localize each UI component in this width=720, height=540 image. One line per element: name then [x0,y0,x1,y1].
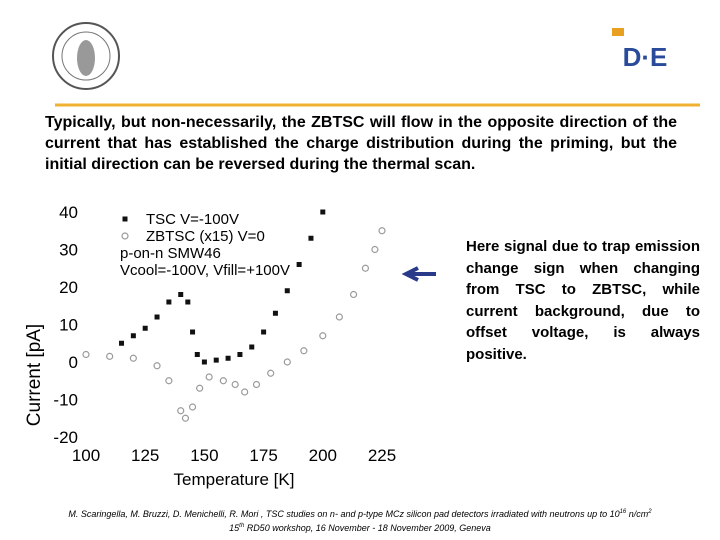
data-point [205,373,213,381]
x-tick-label: 200 [309,446,337,465]
data-point [142,325,148,331]
data-point [181,414,190,422]
legend-label: ZBTSC (x15) V=0 [146,228,265,245]
legend-label: TSC V=-100V [146,211,239,228]
data-point [371,245,379,254]
legend-marker [122,216,128,222]
data-point [300,347,308,355]
legend-note: p-on-n SMW46 [120,245,221,262]
x-tick-label: 175 [249,446,277,465]
data-point [308,235,314,241]
data-point [252,380,261,389]
data-point [196,384,204,392]
data-point [378,227,386,235]
footer-line: 15th RD50 workshop, 16 November - 18 Nov… [0,520,720,534]
data-point [166,299,172,305]
logo-text: D·E [623,42,668,72]
data-point [188,403,197,411]
data-point [190,329,196,335]
x-tick-label: 150 [190,446,218,465]
legend-note: Vcool=-100V, Vfill=+100V [120,262,290,279]
data-point [129,354,137,362]
footer-sup: th [239,523,245,529]
university-seal [52,22,120,90]
data-point [335,313,343,321]
data-point [249,344,255,350]
data-point [261,329,267,335]
data-point [119,340,125,346]
y-tick-label: -20 [53,428,78,447]
data-point [177,407,185,415]
footer-text: 15 [229,523,240,533]
data-point [106,352,114,360]
data-point [165,377,173,385]
data-point [130,333,136,339]
data-point [231,380,239,389]
logo-accent [612,28,624,36]
footer-text: n/cm [626,509,649,519]
y-tick-label: 0 [69,353,78,372]
y-tick-label: 20 [59,278,78,297]
data-point [213,357,219,363]
data-point [201,359,207,365]
data-point [272,310,278,316]
data-point [237,352,243,357]
y-tick-label: 10 [59,316,78,335]
data-point [219,377,227,385]
data-point [267,369,275,377]
x-axis-label: Temperature [K] [174,470,295,489]
data-point [82,350,90,359]
body-text: Typically, but non-necessarily, the ZBTS… [45,114,677,173]
data-point [194,352,200,357]
data-point [185,299,191,305]
y-axis-label: Current [pA] [24,324,45,426]
x-tick-label: 225 [368,446,396,465]
data-point [241,388,249,396]
data-point [349,290,358,299]
data-point [153,362,161,370]
data-point [225,355,231,361]
data-point [320,209,326,215]
x-tick-label: 100 [72,446,100,465]
footer-text: RD50 workshop, 16 November - 18 November… [244,523,491,533]
y-tick-label: 30 [59,241,78,260]
data-point [284,288,290,294]
data-point [178,292,184,297]
data-point [361,264,370,272]
data-point [154,314,160,320]
x-tick-label: 125 [131,446,159,465]
legend-marker [121,232,129,240]
y-tick-label: 40 [59,203,78,222]
plot: -20 -10 0 10 20 30 40 100 125 150 175 200 225 Tempera… [24,203,396,489]
footer: M. Scaringella, M. Bruzzi, D. Menichelli… [0,506,720,534]
footer-sup: 16 [619,509,627,515]
arrow [401,266,436,282]
y-tick-label: -10 [53,391,78,410]
footer-line: M. Scaringella, M. Bruzzi, D. Menichelli… [0,506,720,520]
data-point [283,358,291,366]
footer-sup: 2 [648,509,652,515]
data-point [296,262,302,267]
data-point [319,332,327,340]
note-text: Here signal due to trap emission change … [466,238,700,363]
footer-text: M. Scaringella, M. Bruzzi, D. Menichelli… [68,509,620,519]
